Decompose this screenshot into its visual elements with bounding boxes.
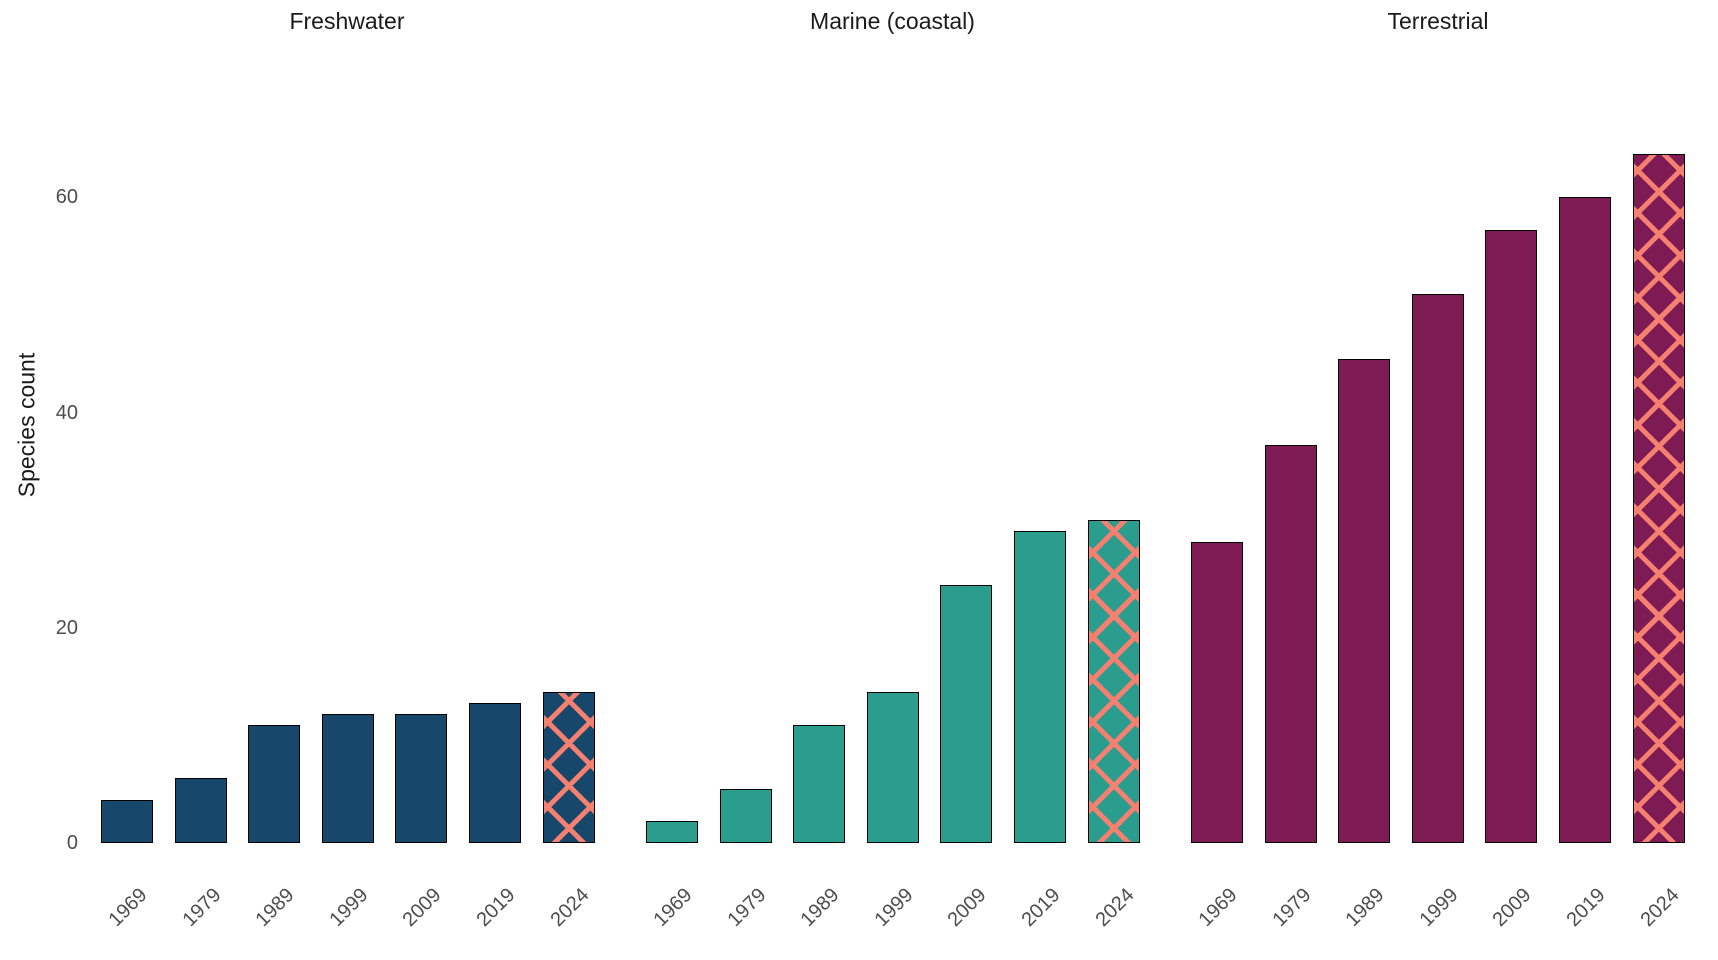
facet-title-freshwater: Freshwater <box>289 8 405 34</box>
x-tick-label-freshwater-1969: 1969 <box>104 884 152 932</box>
bar-freshwater-1969 <box>101 799 153 843</box>
bar-freshwater-1989 <box>248 724 301 843</box>
y-axis-title: Species count <box>13 352 40 498</box>
y-tick-label-60: 60 <box>55 186 78 209</box>
y-tick-label-0: 0 <box>66 832 78 854</box>
bar-marine-coastal-2009 <box>940 584 993 843</box>
bar-terrestrial-1999 <box>1411 294 1464 843</box>
bar-freshwater-1999 <box>321 713 374 843</box>
facet-title-terrestrial: Terrestrial <box>1387 8 1489 34</box>
y-tick-label-40: 40 <box>55 401 78 424</box>
facet-title-marine-coastal: Marine (coastal) <box>810 8 975 34</box>
x-tick-label-marine-coastal-1969: 1969 <box>649 884 697 932</box>
bar-marine-coastal-1979 <box>719 789 772 843</box>
bar-terrestrial-2009 <box>1485 229 1538 843</box>
bar-terrestrial-1989 <box>1338 358 1391 843</box>
bar-terrestrial-2024 <box>1632 154 1685 843</box>
bar-marine-coastal-2024 <box>1087 520 1140 843</box>
bar-freshwater-2024 <box>542 692 595 843</box>
bar-terrestrial-1979 <box>1264 444 1317 843</box>
bar-marine-coastal-1989 <box>793 724 846 843</box>
bar-marine-coastal-1969 <box>646 821 698 843</box>
bar-marine-coastal-1999 <box>866 692 919 843</box>
x-tick-label-terrestrial-1969: 1969 <box>1194 884 1242 932</box>
bar-terrestrial-1969 <box>1191 541 1243 843</box>
bar-terrestrial-2019 <box>1559 197 1612 843</box>
y-tick-label-20: 20 <box>55 616 78 639</box>
bar-freshwater-2019 <box>469 703 522 843</box>
bar-freshwater-1979 <box>174 778 227 843</box>
bar-freshwater-2009 <box>395 713 448 843</box>
bar-marine-coastal-2019 <box>1014 530 1067 843</box>
